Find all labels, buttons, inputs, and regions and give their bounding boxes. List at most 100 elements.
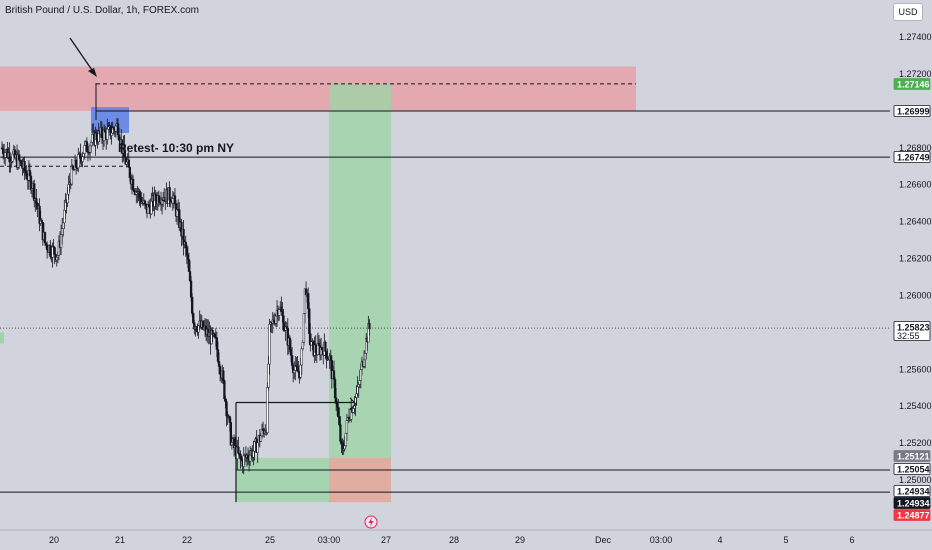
candle-body bbox=[61, 228, 64, 235]
candle-body bbox=[336, 402, 339, 408]
candle-body bbox=[253, 441, 256, 452]
countdown-label: 32:55 bbox=[897, 331, 920, 341]
price-badge-box bbox=[893, 78, 931, 90]
candle-body bbox=[268, 323, 271, 365]
candle-body bbox=[216, 349, 220, 362]
candle-body bbox=[173, 195, 177, 205]
candle-body bbox=[267, 363, 270, 388]
candle-body bbox=[296, 366, 299, 372]
candle-body bbox=[133, 189, 136, 192]
candle-body bbox=[127, 159, 130, 168]
candle-body bbox=[242, 455, 245, 467]
price-badge-box bbox=[893, 463, 931, 475]
price-tick-label: 1.26200 bbox=[899, 254, 932, 264]
price-tick-label: 1.26000 bbox=[899, 290, 932, 300]
levels-layer bbox=[0, 83, 890, 503]
candle-body bbox=[4, 152, 7, 158]
candle-body bbox=[302, 313, 306, 343]
time-axis[interactable]: 20 21 22 25 03:00 27 28 29 Dec 03:00 4 5 6 bbox=[49, 535, 855, 545]
candle-body bbox=[333, 379, 337, 399]
price-tick-label: 1.25200 bbox=[899, 438, 932, 448]
candle-body bbox=[213, 333, 216, 338]
candle-body bbox=[289, 349, 293, 356]
time-tick-label: 29 bbox=[515, 535, 525, 545]
alert-icon[interactable] bbox=[364, 515, 378, 529]
candle-body bbox=[114, 125, 118, 132]
candle-body bbox=[107, 126, 110, 130]
time-tick-label: 03:00 bbox=[650, 535, 673, 545]
candle-body bbox=[324, 341, 327, 352]
candle-body bbox=[307, 293, 310, 310]
candle-body bbox=[293, 370, 296, 374]
price-tick-label: 1.27200 bbox=[899, 69, 932, 79]
candle-body bbox=[266, 387, 269, 433]
price-tick-label: 1.25600 bbox=[899, 364, 932, 374]
candle-body bbox=[24, 170, 27, 174]
candle-body bbox=[71, 166, 75, 170]
candle-body bbox=[100, 127, 104, 138]
time-tick-label: 5 bbox=[783, 535, 788, 545]
candle-body bbox=[252, 450, 255, 458]
candle-body bbox=[337, 406, 340, 417]
candle-body bbox=[81, 156, 84, 162]
time-tick-label: 22 bbox=[182, 535, 192, 545]
candle-body bbox=[329, 355, 332, 361]
candle-body bbox=[8, 152, 11, 163]
candle-body bbox=[308, 308, 311, 335]
candle-body bbox=[334, 397, 338, 404]
price-axis[interactable]: 1.27400 1.27200 1.26800 1.26600 1.26400 1.262… bbox=[899, 32, 932, 485]
price-badge-box bbox=[893, 321, 931, 341]
supply-zone bbox=[0, 66, 636, 111]
candle-body bbox=[25, 173, 28, 180]
candle-body bbox=[188, 271, 192, 282]
time-tick-label: 4 bbox=[717, 535, 722, 545]
candle-body bbox=[128, 167, 132, 179]
chart-title: British Pound / U.S. Dollar, 1h, FOREX.c… bbox=[5, 5, 199, 16]
candle-body bbox=[218, 366, 222, 375]
candle-body bbox=[345, 420, 349, 434]
candle-body bbox=[106, 128, 109, 140]
time-tick-label: 6 bbox=[849, 535, 854, 545]
candle-body bbox=[66, 193, 69, 203]
candle-body bbox=[33, 183, 36, 202]
candle-body bbox=[224, 398, 227, 403]
candle-body bbox=[317, 343, 321, 346]
candles-layer bbox=[0, 118, 371, 475]
candle-body bbox=[278, 309, 281, 316]
candle-body bbox=[131, 179, 135, 191]
candle-body bbox=[125, 161, 128, 165]
price-badge-box bbox=[893, 485, 931, 497]
candle-body bbox=[282, 315, 285, 331]
candle-body bbox=[356, 386, 359, 394]
candle-body bbox=[310, 341, 313, 346]
candle-body bbox=[55, 256, 58, 261]
candle-body bbox=[359, 369, 362, 381]
candle-body bbox=[249, 454, 252, 462]
price-badge-box bbox=[893, 497, 931, 509]
price-badge-label: 1.24877 bbox=[897, 511, 930, 521]
arrow-shaft bbox=[69, 37, 95, 74]
time-tick-label: Dec bbox=[595, 535, 612, 545]
candle-body bbox=[28, 170, 32, 177]
candle-body bbox=[103, 129, 107, 133]
candle-body bbox=[259, 435, 263, 442]
candle-body bbox=[344, 432, 347, 447]
long-position-profit-zone bbox=[329, 83, 391, 458]
candle-body bbox=[169, 200, 172, 203]
candle-body bbox=[40, 219, 43, 223]
candle-body bbox=[189, 280, 193, 298]
candle-body bbox=[23, 161, 26, 172]
candle-body bbox=[239, 453, 242, 460]
candle-body bbox=[44, 242, 48, 245]
candle-body bbox=[1, 148, 5, 154]
currency-button[interactable]: USD bbox=[893, 3, 923, 21]
candle-body bbox=[341, 442, 344, 450]
candle-body bbox=[43, 232, 47, 244]
candle-body bbox=[74, 159, 78, 168]
candle-body bbox=[150, 201, 153, 215]
candle-body bbox=[223, 380, 226, 400]
price-badge-label: 1.27146 bbox=[897, 80, 930, 90]
candle-body bbox=[148, 204, 151, 208]
candle-body bbox=[358, 380, 361, 385]
